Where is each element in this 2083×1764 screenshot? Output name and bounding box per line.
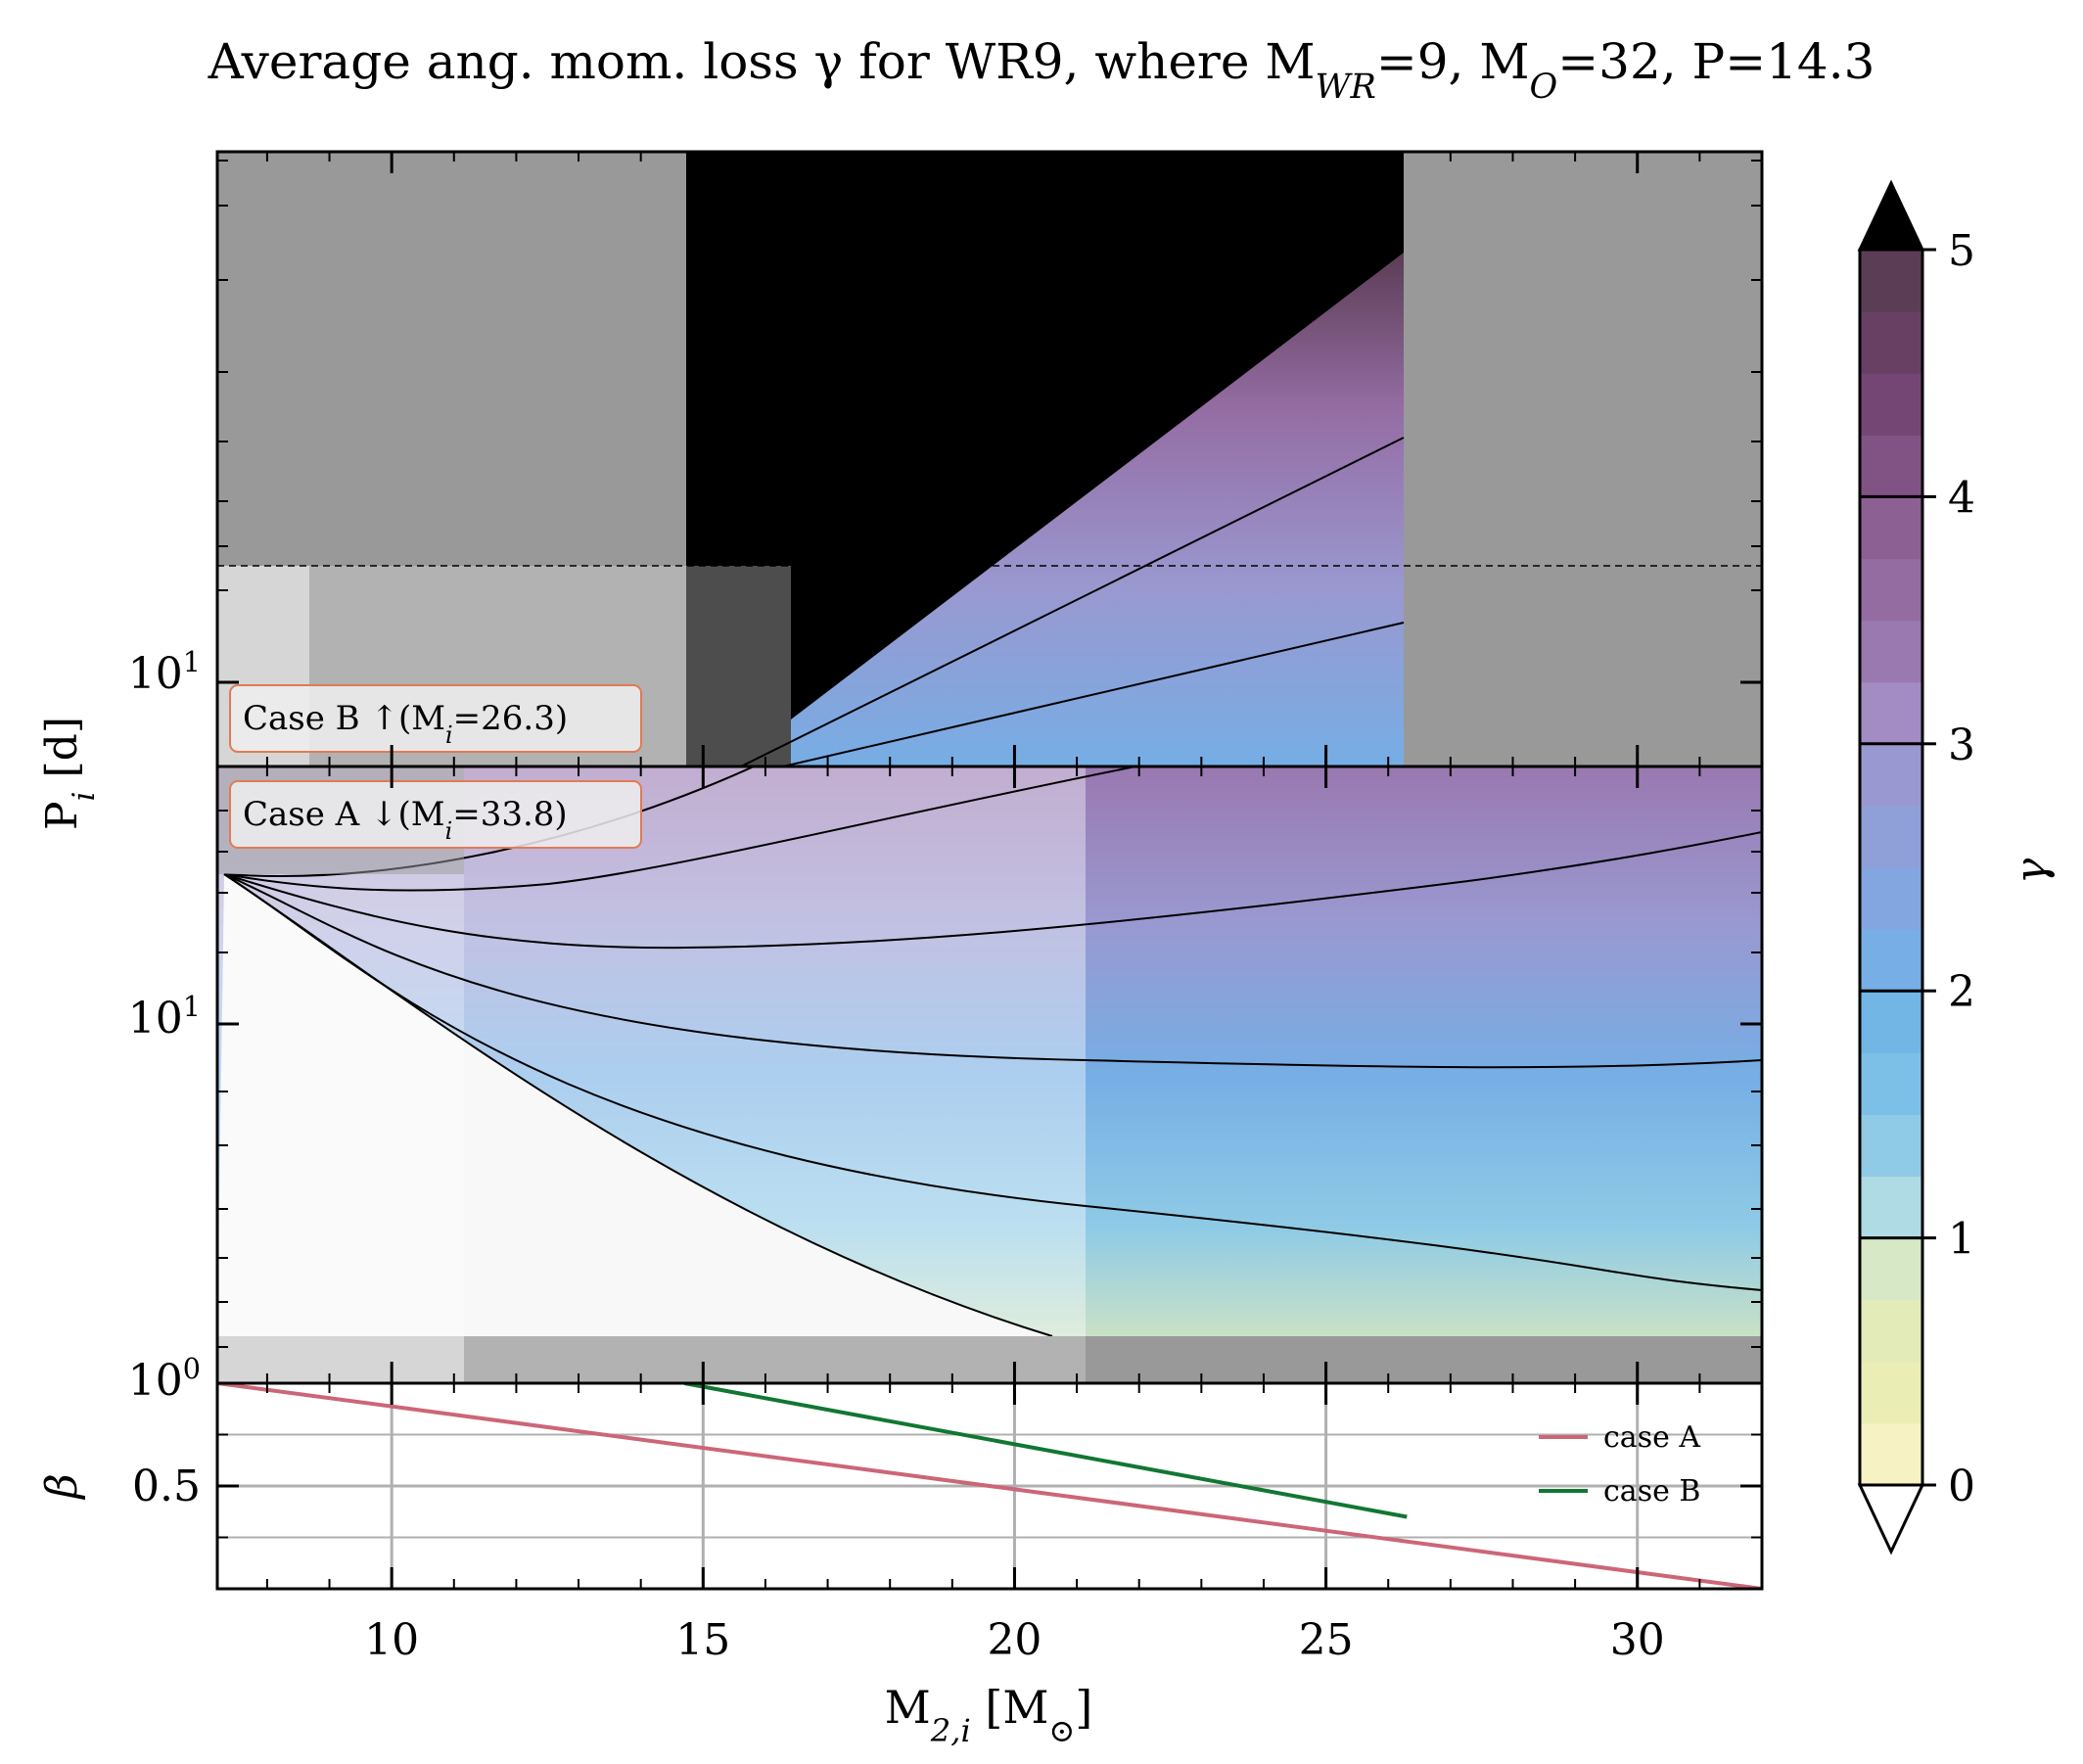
beta-series-case-A (217, 1383, 1762, 1589)
middle-panel (217, 766, 1762, 1383)
bottom-panel (217, 1383, 1762, 1589)
colorbar-band (1860, 1299, 1922, 1363)
colorbar-band (1860, 250, 1922, 312)
xtick-label-25: 25 (1299, 1615, 1354, 1665)
colorbar-tick-label-3: 3 (1948, 720, 1975, 770)
colorbar-band (1860, 558, 1922, 622)
colorbar-tick-label-4: 4 (1948, 473, 1975, 523)
legend: case A case B (1539, 1420, 1700, 1509)
contour-line-top-1 (740, 437, 1405, 766)
colorbar-extend-min (1857, 1483, 1925, 1555)
colorbar-band (1860, 991, 1922, 1053)
colorbar-band (1860, 1176, 1922, 1239)
colorbar-band (1860, 435, 1922, 497)
x-axis-label: M2,i [M⊙] (885, 1681, 1093, 1749)
legend-label-case-a: case A (1603, 1420, 1700, 1455)
top-gray-right (1404, 152, 1762, 766)
legend-label-case-b: case B (1603, 1474, 1700, 1509)
top-ylabel: Pi [d] (37, 717, 102, 830)
colorbar-band (1860, 867, 1922, 930)
contour-line-mid-gamma-1 (223, 873, 1762, 1291)
xtick-label-10: 10 (364, 1615, 419, 1665)
colorbar-band (1860, 929, 1922, 992)
case-a-label-box (229, 780, 642, 849)
middle-overlay-center (464, 766, 1086, 1336)
colorbar-band (1860, 1422, 1922, 1486)
colorbar-band (1860, 1114, 1922, 1178)
middle-ybottom-label: 100 (128, 1352, 201, 1406)
chart-title: Average ang. mom. loss γ for WR9, where … (208, 33, 1875, 107)
colorbar-band (1860, 743, 1922, 807)
bottom-strip-mid (464, 1336, 1086, 1383)
contour-line-mid-gamma-2 (223, 873, 1762, 1069)
case-b-label-text: Case B ↑(Mi=26.3) (243, 699, 568, 749)
colorbar: 0 1 2 3 4 5 (1857, 179, 1975, 1555)
beta-series-case-B (683, 1383, 1408, 1519)
top-gray-left (217, 152, 686, 566)
bottom-ylabel: β (37, 1473, 87, 1500)
colorbar-band (1860, 311, 1922, 374)
colorbar-band (1860, 681, 1922, 745)
beta-ytick-label: 0.5 (132, 1462, 201, 1511)
bottom-strip-light (217, 1336, 464, 1383)
colorbar-band (1860, 1052, 1922, 1115)
contour-line-mid-gamma-5 (223, 766, 755, 877)
xtick-label-30: 30 (1610, 1615, 1665, 1665)
beta-lines (217, 1383, 1762, 1589)
middle-ytick-label: 101 (128, 990, 201, 1044)
colorbar-band (1860, 620, 1922, 683)
contour-line-mid-gamma-3 (223, 831, 1762, 950)
top-gamma-fill (729, 253, 1404, 766)
case-b-label-box (229, 684, 642, 753)
colorbar-tick-label-5: 5 (1948, 226, 1975, 276)
case-a-label-text: Case A ↓(Mi=33.8) (243, 795, 568, 845)
colorbar-tick-label-2: 2 (1948, 967, 1975, 1017)
axis-ticks: 10 15 20 25 30 0.5 (132, 152, 1763, 1665)
colorbar-band (1860, 1361, 1922, 1424)
case-a-label: Case A ↓(Mi=33.8) (229, 780, 642, 849)
xtick-label-15: 15 (675, 1615, 730, 1665)
case-b-label: Case B ↑(Mi=26.3) (229, 684, 642, 753)
bottom-strip-dark (1086, 1336, 1762, 1383)
colorbar-band (1860, 496, 1922, 560)
colorbar-tick-label-1: 1 (1948, 1215, 1975, 1265)
colorbar-band (1860, 1237, 1922, 1301)
colorbar-tick-label-0: 0 (1948, 1462, 1975, 1511)
contour-line-mid-gamma-4 (223, 766, 1136, 892)
top-ytick-label: 101 (128, 645, 201, 699)
top-panel (217, 152, 1762, 766)
colorbar-band (1860, 373, 1922, 436)
colorbar-frame (1858, 248, 1924, 1487)
xtick-label-20: 20 (987, 1615, 1042, 1665)
contour-line-top-2 (782, 622, 1405, 766)
colorbar-band (1860, 805, 1922, 868)
colorbar-extend-max (1857, 179, 1925, 252)
colorbar-label: γ (2007, 858, 2057, 884)
top-darkgray (686, 566, 791, 766)
